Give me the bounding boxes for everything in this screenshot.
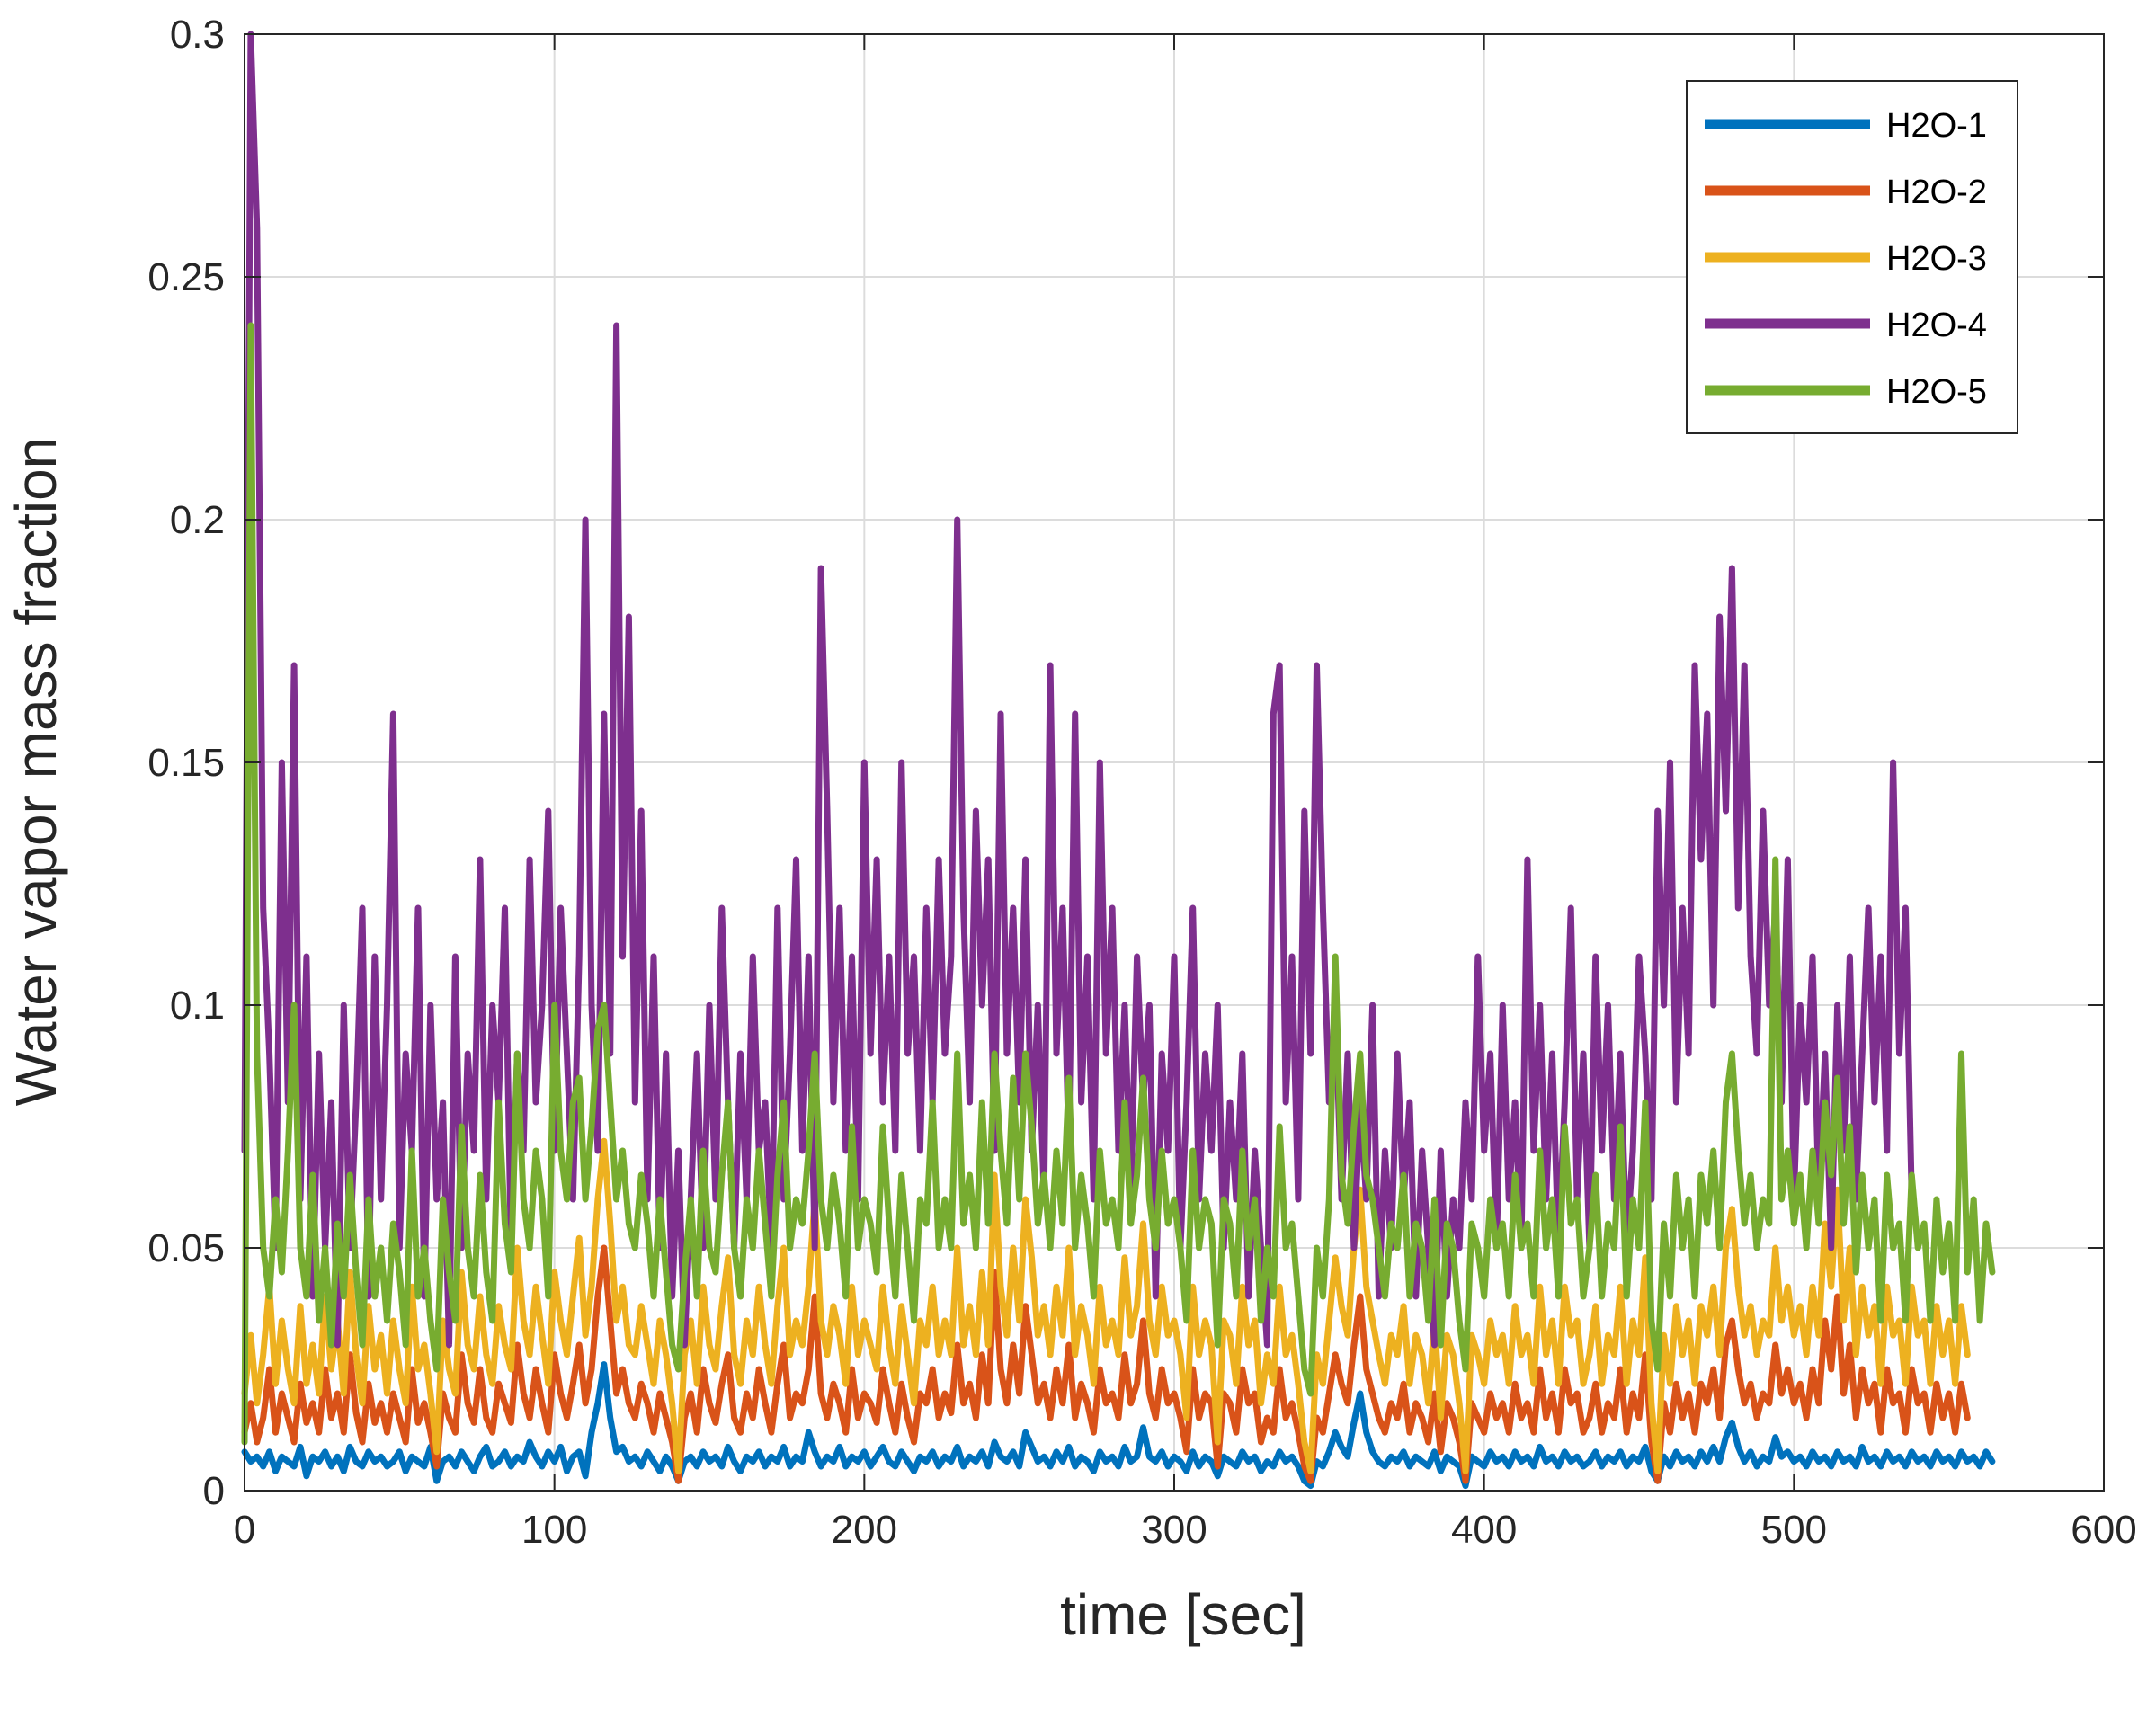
y-tick-label: 0.15	[147, 741, 225, 785]
y-tick-label: 0.05	[147, 1226, 225, 1270]
series-line-h2o-1	[241, 1361, 1996, 1490]
x-tick-label: 100	[521, 1508, 587, 1552]
x-axis-label: time [sec]	[1060, 1582, 1306, 1647]
series-layer	[241, 31, 1996, 1490]
series-line-h2o-3	[241, 1137, 1971, 1474]
y-tick-label: 0.1	[170, 984, 225, 1028]
x-tick-label: 600	[2071, 1508, 2136, 1552]
legend-label-h2o-1: H2O-1	[1886, 107, 1987, 145]
x-axis-ticks: 0 100 200 300 400 500 600	[234, 34, 2137, 1552]
legend-label-h2o-5: H2O-5	[1886, 373, 1987, 411]
legend-label-h2o-3: H2O-3	[1886, 240, 1987, 278]
y-tick-label: 0.2	[170, 498, 225, 542]
x-tick-label: 400	[1451, 1508, 1517, 1552]
x-tick-label: 300	[1141, 1508, 1207, 1552]
legend: H2O-1 H2O-2 H2O-3 H2O-4 H2O-5	[1686, 80, 2018, 434]
x-tick-label: 200	[832, 1508, 897, 1552]
y-tick-label: 0.25	[147, 255, 225, 299]
series-line-h2o-2	[241, 1244, 1971, 1484]
legend-label-h2o-2: H2O-2	[1886, 174, 1987, 211]
y-axis-ticks: 0 0.05 0.1 0.15 0.2 0.25 0.3	[147, 13, 2104, 1513]
y-tick-label: 0.3	[170, 13, 225, 57]
legend-label-h2o-4: H2O-4	[1886, 307, 1987, 344]
y-tick-label: 0	[203, 1469, 225, 1513]
x-tick-label: 0	[234, 1508, 255, 1552]
x-tick-label: 500	[1761, 1508, 1827, 1552]
series-line-h2o-5	[241, 322, 1996, 1446]
y-axis-label: Water vapor mass fraction	[4, 437, 68, 1107]
